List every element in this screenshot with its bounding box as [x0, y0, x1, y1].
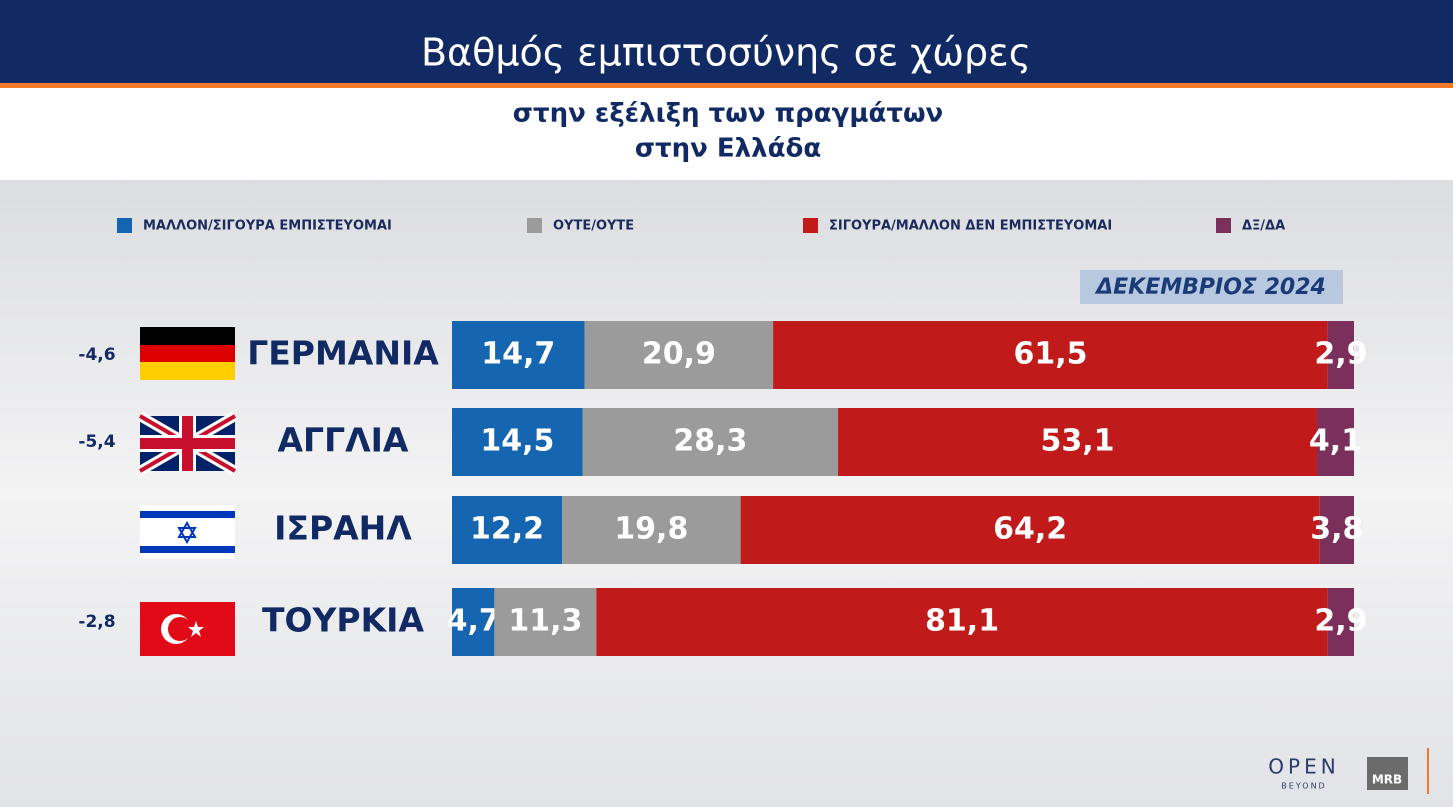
- category-label: ΓΕΡΜΑΝΙΑ: [247, 334, 439, 373]
- change-label: -4,6: [78, 345, 115, 365]
- value-label: 4,7: [447, 604, 500, 639]
- channel-tagline: BEYOND: [1281, 782, 1326, 791]
- bar-segment: [1327, 588, 1354, 656]
- category-label: ΤΟΥΡΚΙΑ: [262, 601, 424, 640]
- flag-uk: [137, 411, 238, 476]
- value-label: 53,1: [1041, 424, 1115, 459]
- header-stripe: [0, 83, 1453, 88]
- channel-logo: OPEN: [1268, 755, 1339, 779]
- bar-segment: [596, 588, 1328, 656]
- branding: OPEN BEYOND MRB: [1268, 748, 1429, 794]
- legend-label: ΜΑΛΛΟΝ/ΣΙΓΟΥΡΑ ΕΜΠΙΣΤΕΥΟΜΑΙ: [143, 219, 392, 234]
- legend-swatch: [527, 218, 542, 233]
- subtitle: στην Ελλάδα: [635, 134, 821, 164]
- subtitle: στην εξέλιξη των πραγμάτων: [513, 99, 944, 129]
- value-label: 81,1: [925, 604, 999, 639]
- category-label: ΙΣΡΑΗΛ: [274, 509, 412, 548]
- value-label: 61,5: [1013, 337, 1087, 372]
- bar-segment: [1317, 408, 1354, 476]
- bar-segment: [452, 588, 495, 656]
- category-label: ΑΓΓΛΙΑ: [278, 421, 409, 460]
- value-label: 3,8: [1310, 512, 1363, 547]
- bar-segment: [452, 321, 585, 389]
- value-label: 11,3: [508, 604, 582, 639]
- pollster-logo: MRB: [1372, 773, 1402, 787]
- bar-segment: [773, 321, 1328, 389]
- value-label: 19,8: [614, 512, 688, 547]
- legend-swatch: [803, 218, 818, 233]
- value-label: 64,2: [993, 512, 1067, 547]
- legend-label: ΟΥΤΕ/ΟΥΤΕ: [553, 219, 634, 234]
- bar-segment: [740, 496, 1320, 564]
- bar-segment: [584, 321, 774, 389]
- subtitle-band: [0, 88, 1453, 180]
- bar-segment: [1319, 496, 1354, 564]
- bar-segment: [562, 496, 741, 564]
- value-label: 20,9: [642, 337, 716, 372]
- legend-label: ΣΙΓΟΥΡΑ/ΜΑΛΛΟΝ ΔΕΝ ΕΜΠΙΣΤΕΥΟΜΑΙ: [829, 219, 1112, 234]
- bar-segment: [494, 588, 597, 656]
- legend-swatch: [1216, 218, 1231, 233]
- value-label: 14,5: [480, 424, 554, 459]
- chart-title: Βαθμός εμπιστοσύνης σε χώρες: [421, 31, 1031, 75]
- period-badge: [1080, 270, 1343, 304]
- flag-israel: [140, 505, 235, 559]
- value-label: 4,1: [1309, 424, 1362, 459]
- change-label: -5,4: [78, 432, 115, 452]
- legend-swatch: [117, 218, 132, 233]
- period: ΔΕΚΕΜΒΡΙΟΣ 2024: [1094, 275, 1326, 300]
- bar-segment: [452, 496, 563, 564]
- bar-segment: [582, 408, 839, 476]
- legend-label: ΔΞ/ΔΑ: [1242, 219, 1285, 234]
- change-label: -2,8: [78, 612, 115, 632]
- bar-segment: [838, 408, 1318, 476]
- header-band: [0, 0, 1453, 83]
- value-label: 12,2: [470, 512, 544, 547]
- flag-turkey: [140, 602, 235, 656]
- value-label: 28,3: [673, 424, 747, 459]
- value-label: 2,9: [1314, 604, 1367, 639]
- flag-germany: [140, 327, 235, 380]
- value-label: 14,7: [481, 337, 555, 372]
- bar-segment: [452, 408, 583, 476]
- value-label: 2,9: [1314, 337, 1367, 372]
- bar-segment: [1327, 321, 1354, 389]
